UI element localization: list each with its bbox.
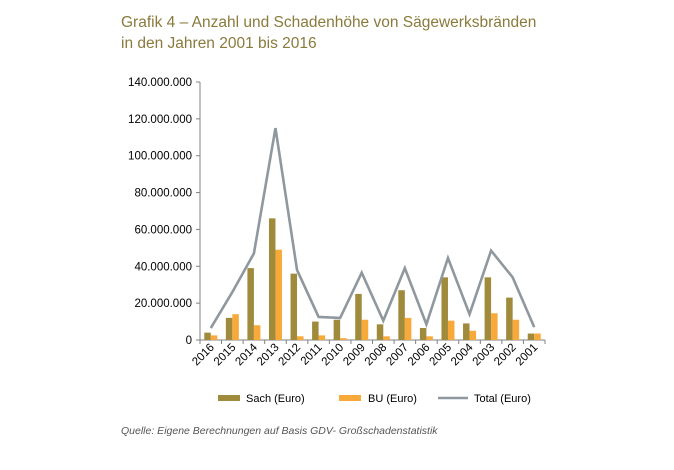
bar-sach-2007: [398, 290, 405, 340]
x-tick-label: 2001: [514, 342, 541, 369]
y-tick-label: 140.000.000: [128, 77, 192, 89]
chart-title: Grafik 4 – Anzahl und Schadenhöhe von Sä…: [121, 12, 641, 54]
chart-title-line2: in den Jahren 2001 bis 2016: [121, 35, 317, 52]
x-tick-label: 2008: [363, 342, 390, 369]
y-tick-label: 40.000.000: [134, 261, 192, 273]
x-tick-label: 2005: [428, 342, 455, 369]
bar-bu-2007: [404, 317, 412, 340]
bar-sach-2008: [376, 324, 384, 340]
legend-label-bu: BU (Euro): [368, 393, 417, 405]
y-tick-label: 100.000.000: [128, 151, 192, 163]
bar-sach-2016: [204, 332, 211, 340]
bar-bu-2015: [232, 314, 239, 340]
bar-bu-2004: [469, 330, 477, 340]
x-tick-label: 2016: [190, 342, 217, 369]
y-tick-label: 80.000.000: [134, 188, 192, 200]
line-total: [209, 127, 536, 329]
y-tick-label: 0: [186, 335, 192, 347]
x-tick-label: 2014: [233, 341, 260, 368]
bar-bu-2006: [426, 336, 433, 340]
bar-sach-2009: [355, 293, 362, 340]
chart-title-line1: Grafik 4 – Anzahl und Schadenhöhe von Sä…: [121, 14, 537, 31]
bar-sach-2015: [225, 317, 233, 340]
chart: 0 20.000.000 40.000.000 60.000.000 80.000.00…: [128, 77, 546, 405]
y-tick-label: 60.000.000: [134, 224, 192, 236]
bar-bu-2011: [318, 335, 326, 340]
bar-bu-2001: [534, 333, 541, 340]
x-tick-label: 2010: [320, 342, 347, 369]
x-tick-label: 2002: [492, 342, 519, 369]
bar-sach-2014: [247, 268, 254, 340]
bar-bu-2002: [512, 319, 520, 340]
bar-bu-2009: [361, 319, 369, 340]
bar-sach-2012: [290, 273, 298, 340]
x-tick-label: 2009: [341, 342, 368, 369]
legend-label-total: Total (Euro): [474, 393, 531, 405]
bar-sach-2005: [441, 277, 448, 340]
x-tick-label: 2011: [299, 342, 325, 368]
bar-sach-2001: [527, 333, 535, 340]
bar-bu-2013: [275, 249, 282, 340]
bar-sach-2004: [463, 323, 470, 340]
bar-bu-2014: [253, 325, 261, 340]
bar-sach-2011: [312, 321, 319, 340]
bar-bu-2005: [447, 320, 455, 340]
x-tick-label: 2003: [471, 342, 498, 369]
bar-bu-2010: [340, 338, 347, 340]
x-tick-label: 2013: [255, 342, 282, 369]
bar-bu-2003: [491, 313, 498, 340]
bar-sach-2013: [268, 218, 276, 340]
bar-sach-2010: [333, 319, 341, 340]
bar-bu-2016: [210, 335, 218, 340]
x-tick-label: 2004: [449, 341, 476, 368]
x-tick-label: 2007: [384, 342, 411, 369]
legend-swatch-sach: [218, 395, 240, 401]
legend-label-sach: Sach (Euro): [246, 393, 305, 405]
y-tick-label: 20.000.000: [134, 298, 192, 310]
legend-swatch-bu: [339, 395, 361, 401]
bar-bu-2008: [383, 336, 390, 340]
bar-sach-2003: [484, 277, 492, 340]
bar-sach-2006: [419, 328, 427, 340]
x-tick-label: 2006: [406, 342, 433, 369]
bar-sach-2002: [506, 297, 513, 340]
y-tick-label: 120.000.000: [128, 114, 192, 126]
x-tick-label: 2012: [277, 342, 304, 369]
x-tick-label: 2015: [212, 342, 239, 369]
source-note: Quelle: Eigene Berechnungen auf Basis GD…: [121, 425, 438, 437]
bar-bu-2012: [297, 336, 304, 340]
